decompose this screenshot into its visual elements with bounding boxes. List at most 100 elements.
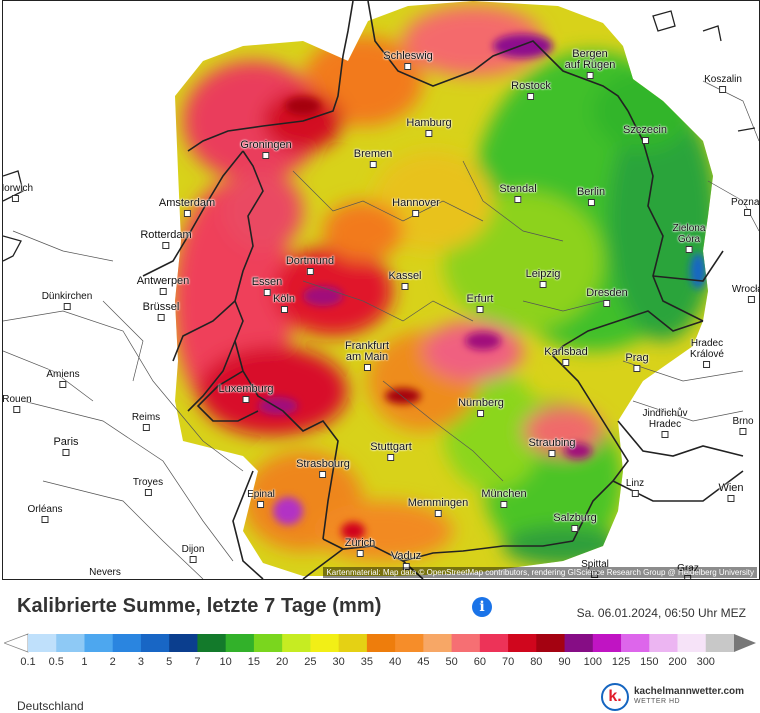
scale-swatch	[56, 634, 85, 652]
scale-swatch	[564, 634, 594, 652]
city-marker-icon	[189, 556, 197, 563]
city-marker-icon	[280, 306, 288, 313]
city-marker-icon	[102, 579, 109, 580]
city-label: Prag	[625, 353, 649, 372]
city-label: Karlsbad	[544, 347, 588, 366]
kachelmann-logo-icon: k.	[601, 683, 629, 711]
city-label: Vaduz	[391, 551, 421, 570]
scale-swatch	[451, 634, 481, 652]
scale-label: 50	[445, 656, 458, 668]
color-scale	[4, 633, 756, 653]
city-marker-icon	[159, 288, 167, 295]
scale-swatch	[592, 634, 622, 652]
city-marker-icon	[62, 449, 70, 456]
city-label: Zürich	[345, 538, 375, 557]
scale-label: 70	[501, 656, 515, 668]
scale-swatch	[649, 634, 679, 652]
region-label: Deutschland	[17, 699, 84, 713]
scale-swatch	[508, 634, 537, 652]
scale-label: 5	[166, 656, 173, 668]
city-label: Salzburg	[553, 513, 597, 532]
scale-swatch	[310, 634, 340, 652]
city-label: Orléans	[27, 504, 63, 523]
city-marker-icon	[356, 550, 364, 557]
city-marker-icon	[402, 563, 410, 570]
city-marker-icon	[59, 381, 67, 388]
city-marker-icon	[257, 501, 265, 508]
scale-swatch	[197, 634, 227, 652]
scale-label: 10	[219, 656, 232, 668]
city-label: Jindřichův Hradec	[642, 408, 688, 438]
scale-swatch	[366, 634, 396, 652]
city-label: Memmingen	[408, 498, 468, 517]
city-label: Dijon	[182, 544, 204, 563]
radar-composite	[175, 1, 713, 576]
city-label: Rostock	[511, 81, 551, 100]
city-marker-icon	[744, 209, 752, 216]
city-marker-icon	[739, 428, 747, 435]
city-marker-icon	[183, 210, 191, 217]
scale-label: 40	[388, 656, 402, 668]
scale-label: 100	[583, 656, 602, 668]
scale-swatch	[338, 634, 368, 652]
scale-swatch	[112, 634, 142, 652]
info-icon[interactable]: i	[472, 597, 492, 617]
city-label: Dünkirchen	[42, 291, 92, 310]
city-marker-icon	[562, 359, 570, 366]
scale-swatch	[28, 634, 57, 652]
color-scale-labels: 0.1 0.5 1 2 3 5 7 10 15 20 25 30 35 40 45 50 60 70 80 90 100…	[0, 656, 760, 672]
city-label: Dresden	[586, 288, 628, 307]
city-label: Straubing	[528, 438, 576, 457]
timestamp: Sa. 06.01.2024, 06:50 Uhr MEZ	[576, 606, 746, 620]
map-attribution: Kartenmaterial: Map data © OpenStreetMap…	[323, 567, 757, 578]
brand-subtitle: WETTER HD	[634, 698, 681, 705]
city-label: Erfurt	[467, 294, 493, 313]
city-label: Zielona Góra	[673, 223, 705, 253]
city-marker-icon	[548, 450, 556, 457]
city-marker-icon	[142, 424, 150, 431]
scale-label: 300	[696, 656, 715, 668]
city-label: Hannover	[392, 198, 440, 217]
scale-label: 30	[332, 656, 345, 668]
city-label: Amsterdam	[159, 198, 215, 217]
city-label: Graz	[677, 563, 699, 579]
scale-min-arrow	[4, 633, 29, 653]
city-label: Leipzig	[526, 269, 560, 288]
scale-swatch	[395, 634, 424, 652]
scale-label: 80	[530, 656, 543, 668]
city-marker-icon	[514, 196, 522, 203]
city-label: Troyes	[133, 477, 163, 496]
city-label: Brüssel	[143, 302, 179, 321]
city-label: Frankfurt am Main	[345, 341, 389, 371]
map-canvas	[3, 1, 759, 579]
city-marker-icon	[401, 283, 409, 290]
city-marker-icon	[434, 510, 442, 517]
precipitation-map[interactable]: Schleswig Bergen auf Rügen Rostock Koszalin H…	[2, 0, 760, 580]
brand-logo[interactable]: k. kachelmannwetter.com WETTER HD	[601, 683, 751, 713]
brand-name: kachelmannwetter.com	[634, 686, 745, 697]
scale-swatch	[253, 634, 283, 652]
city-marker-icon	[719, 86, 727, 93]
scale-swatch	[621, 634, 650, 652]
city-marker-icon	[641, 137, 649, 144]
city-label: München	[481, 489, 527, 508]
city-marker-icon	[500, 501, 508, 508]
city-marker-icon	[263, 289, 271, 296]
city-label: Norwich	[3, 183, 33, 202]
city-marker-icon	[11, 195, 19, 202]
city-label: Poznań	[731, 197, 759, 216]
city-marker-icon	[319, 471, 327, 478]
city-marker-icon	[363, 364, 371, 371]
scale-label: 3	[137, 656, 145, 668]
city-marker-icon	[262, 152, 270, 159]
city-marker-icon	[477, 410, 485, 417]
scale-swatch	[536, 634, 566, 652]
city-marker-icon	[369, 161, 377, 168]
scale-label: 200	[668, 656, 687, 668]
scale-label: 1	[81, 656, 88, 668]
city-marker-icon	[587, 199, 595, 206]
city-label: Antwerpen	[137, 276, 189, 295]
scale-label: 20	[276, 656, 289, 668]
city-marker-icon	[571, 525, 579, 532]
country-borders	[142, 1, 744, 579]
